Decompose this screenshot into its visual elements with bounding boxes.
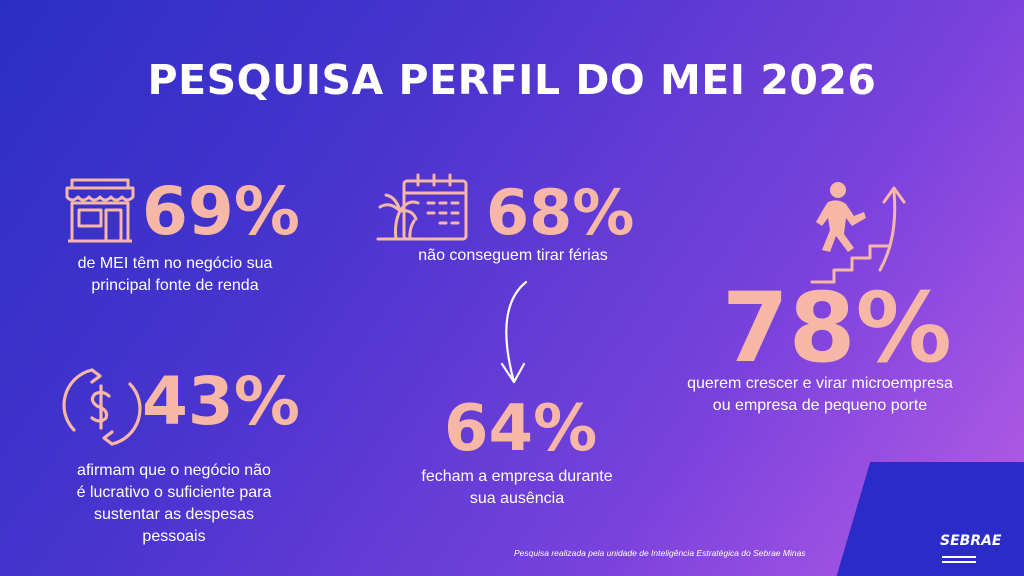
stat-desc-78-line2: ou empresa de pequeno porte bbox=[712, 397, 928, 414]
stat-desc-68-line1: não conseguem tirar férias bbox=[418, 247, 608, 264]
page-title: PESQUISA PERFIL DO MEI 2026 bbox=[147, 56, 877, 104]
stat-value-64: 64% bbox=[444, 392, 598, 466]
stat-desc-64-line1: fecham a empresa durante bbox=[421, 468, 613, 485]
stat-value-68: 68% bbox=[486, 176, 635, 249]
footer-note: Pesquisa realizada pela unidade de Intel… bbox=[514, 548, 806, 558]
stat-desc-43-line2: é lucrativo o suficiente para bbox=[76, 484, 272, 501]
stat-desc-69-line2: principal fonte de renda bbox=[91, 277, 259, 294]
stat-desc-78: querem crescer e virar microempresa ou e… bbox=[660, 373, 980, 417]
calendar-palm-icon bbox=[376, 173, 468, 241]
storefront-icon bbox=[65, 178, 135, 243]
stat-value-69: 69% bbox=[142, 173, 300, 250]
person-stairs-growth-icon bbox=[810, 182, 906, 284]
curved-arrow-icon bbox=[500, 280, 528, 384]
stat-desc-64: fecham a empresa durante sua ausência bbox=[392, 466, 642, 510]
stat-desc-68: não conseguem tirar férias bbox=[388, 245, 638, 267]
stat-value-43: 43% bbox=[142, 363, 300, 440]
stat-desc-43: afirmam que o negócio não é lucrativo o … bbox=[44, 460, 304, 548]
stat-desc-43-line1: afirmam que o negócio não bbox=[77, 462, 271, 479]
stat-desc-64-line2: sua ausência bbox=[469, 490, 565, 507]
stat-desc-69: de MEI têm no negócio sua principal font… bbox=[40, 253, 310, 297]
stat-desc-43-line4: pessoais bbox=[142, 528, 206, 545]
stat-desc-69-line1: de MEI têm no negócio sua bbox=[77, 255, 273, 272]
dollar-cycle-icon bbox=[62, 368, 142, 446]
stat-value-78: 78% bbox=[722, 272, 952, 384]
corner-shape bbox=[836, 462, 1024, 576]
sebrae-logo-bars bbox=[942, 553, 976, 563]
stat-desc-78-line1: querem crescer e virar microempresa bbox=[687, 375, 953, 392]
stat-desc-43-line3: sustentar as despesas bbox=[93, 506, 255, 523]
sebrae-logo: SEBRAE bbox=[940, 533, 1002, 549]
